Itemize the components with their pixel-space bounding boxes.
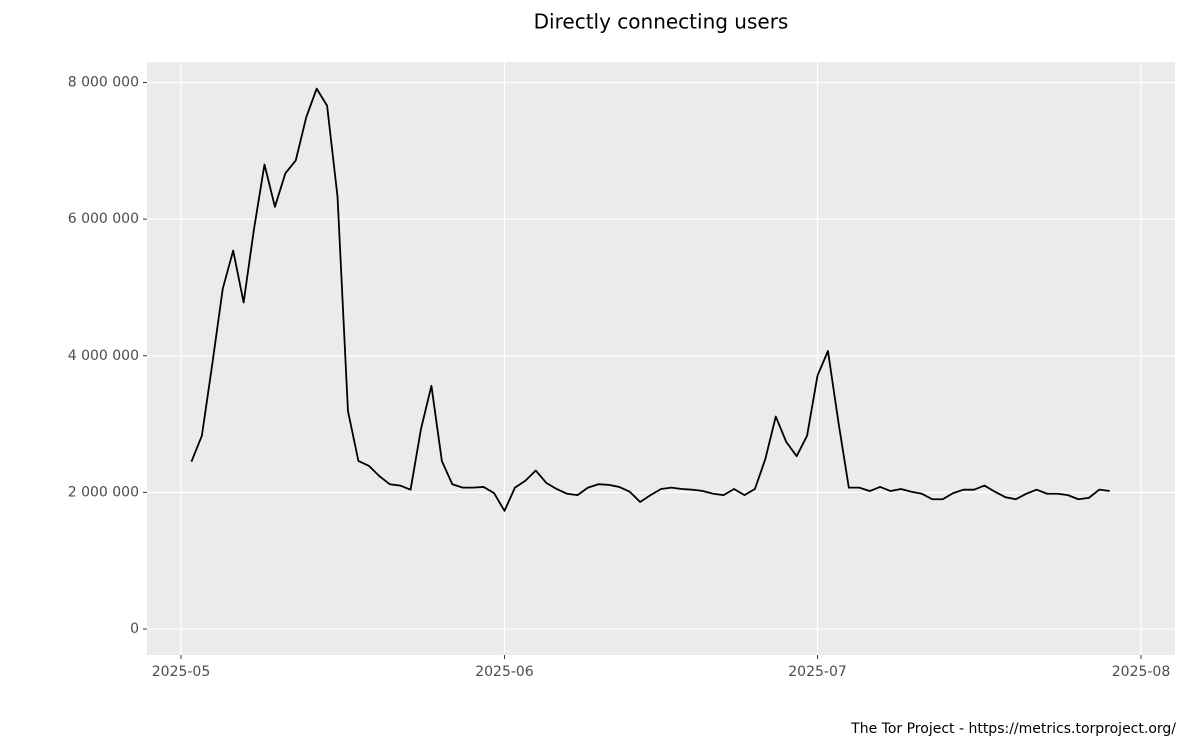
x-tick-label: 2025-06 xyxy=(475,664,534,680)
chart-title: Directly connecting users xyxy=(534,10,789,34)
y-tick-label: 2 000 000 xyxy=(68,484,139,500)
y-tick-label: 6 000 000 xyxy=(68,211,139,227)
y-tick-label: 8 000 000 xyxy=(68,74,139,90)
y-tick-label: 4 000 000 xyxy=(68,348,139,364)
x-tick-label: 2025-05 xyxy=(152,664,211,680)
caption: The Tor Project - https://metrics.torpro… xyxy=(850,721,1176,737)
y-tick-label: 0 xyxy=(130,621,139,637)
x-tick-label: 2025-07 xyxy=(788,664,847,680)
plot-panel xyxy=(147,62,1175,655)
x-tick-label: 2025-08 xyxy=(1112,664,1171,680)
data-line xyxy=(190,87,1110,512)
